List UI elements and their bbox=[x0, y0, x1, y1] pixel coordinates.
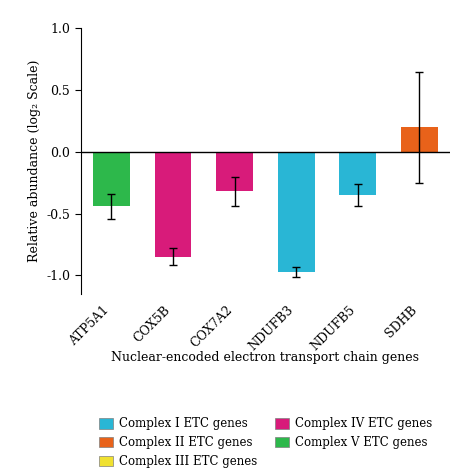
Text: Nuclear-encoded electron transport chain genes: Nuclear-encoded electron transport chain… bbox=[111, 351, 419, 364]
Bar bbox=[155, 152, 191, 257]
Bar bbox=[401, 127, 438, 152]
Bar bbox=[339, 152, 376, 195]
Bar bbox=[93, 152, 130, 206]
Legend: Complex I ETC genes, Complex II ETC genes, Complex III ETC genes, Complex IV ETC: Complex I ETC genes, Complex II ETC gene… bbox=[99, 417, 432, 468]
Y-axis label: Relative abundance (log₂ Scale): Relative abundance (log₂ Scale) bbox=[27, 60, 41, 262]
Bar bbox=[216, 152, 253, 191]
Bar bbox=[278, 152, 315, 272]
